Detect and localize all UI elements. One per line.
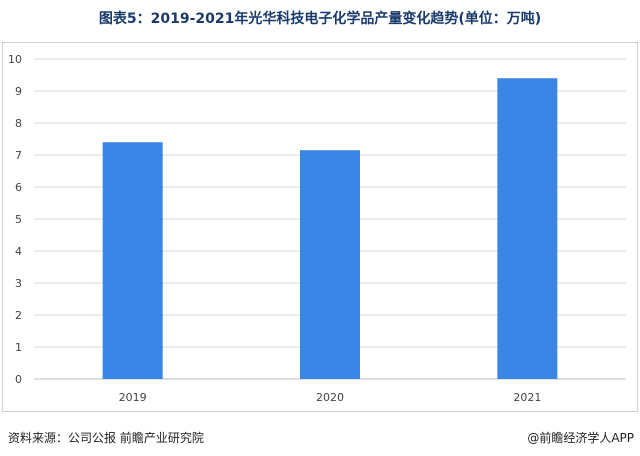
y-tick-label: 3 <box>15 277 22 290</box>
x-tick-label: 2019 <box>119 391 147 404</box>
source-note: 资料来源：公司公报 前瞻产业研究院 <box>8 431 204 445</box>
y-tick-label: 8 <box>15 117 22 130</box>
y-tick-label: 2 <box>15 309 22 322</box>
bar-chart: 0 1 2 3 4 5 6 7 8 9 10 2019 2020 2021 <box>8 53 626 404</box>
y-tick-label: 4 <box>15 245 22 258</box>
bar-2019 <box>102 142 163 379</box>
y-tick-label: 7 <box>15 149 22 162</box>
y-tick-label: 5 <box>15 213 22 226</box>
y-tick-label: 9 <box>15 85 22 98</box>
chart-frame <box>2 42 638 412</box>
chart-title: 图表5：2019-2021年光华科技电子化学品产量变化趋势(单位：万吨) <box>98 11 542 27</box>
y-tick-label: 0 <box>15 373 22 386</box>
bar-2021 <box>497 78 558 379</box>
y-tick-label: 10 <box>8 53 22 66</box>
y-tick-label: 1 <box>15 341 22 354</box>
bar-2020 <box>300 150 360 379</box>
credit-note: @前瞻经济学人APP <box>527 431 634 445</box>
x-tick-label: 2020 <box>316 391 344 404</box>
y-tick-label: 6 <box>15 181 22 194</box>
x-tick-label: 2021 <box>513 391 541 404</box>
